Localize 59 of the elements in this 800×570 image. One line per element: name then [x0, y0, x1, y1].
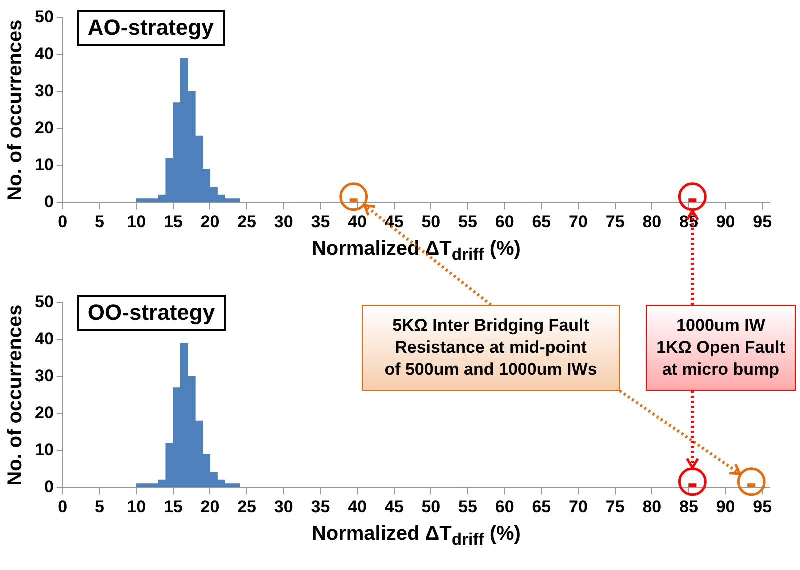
x-tick-label: 65 [532, 497, 552, 516]
y-axis-title: No. of occurrences [4, 304, 27, 486]
x-axis-title: Normalized ΔT$_{driff}$ (%) [310, 523, 522, 550]
x-tick-label: 75 [606, 497, 625, 516]
x-tick-label: 80 [642, 212, 662, 232]
x-tick-label: 55 [458, 497, 478, 516]
y-tick-label: 10 [34, 155, 54, 174]
x-tick-label: 60 [495, 497, 514, 516]
x-tick-label: 30 [274, 497, 294, 516]
x-tick-label: 70 [569, 497, 588, 516]
y-tick-label: 20 [34, 118, 54, 138]
x-tick-label: 35 [311, 497, 330, 516]
y-tick-label: 0 [44, 477, 54, 496]
y-tick-label: 50 [34, 8, 54, 27]
x-tick-label: 45 [384, 212, 404, 232]
y-axis-title: No. of occurrences [4, 20, 27, 201]
chart-title: AO-strategy [76, 10, 225, 46]
x-tick-label: 50 [422, 497, 441, 516]
x-tick-label: 25 [238, 212, 257, 232]
x-tick-label: 60 [495, 212, 514, 232]
x-tick-label: 30 [274, 212, 294, 232]
x-tick-label: 80 [642, 497, 662, 516]
annotation: 5KΩ Inter Bridging Fault Resistance at mid-point of 500um and 1000um IWs [362, 305, 620, 391]
x-tick-label: 5 [95, 212, 104, 232]
x-tick-label: 15 [164, 497, 183, 516]
chart-title: OO-strategy [76, 295, 226, 331]
x-tick-label: 90 [716, 497, 736, 516]
x-tick-label: 65 [532, 212, 552, 232]
x-tick-label: 0 [58, 497, 68, 516]
x-tick-label: 95 [753, 212, 772, 232]
y-tick-label: 40 [34, 330, 54, 349]
x-tick-label: 75 [606, 212, 625, 232]
y-tick-label: 10 [34, 440, 54, 460]
annotation: 1000um IW 1KΩ Open Fault at micro bump [646, 305, 796, 391]
y-tick-label: 30 [34, 82, 54, 101]
y-tick-label: 20 [34, 403, 54, 422]
x-axis-title: Normalized ΔT$_{driff}$ (%) [310, 238, 522, 265]
x-tick-label: 10 [127, 212, 146, 232]
x-tick-label: 50 [422, 212, 441, 232]
x-tick-label: 95 [753, 497, 772, 516]
x-tick-label: 5 [95, 497, 104, 516]
x-tick-label: 90 [716, 212, 736, 232]
x-tick-label: 0 [58, 212, 68, 232]
x-tick-label: 45 [384, 497, 404, 516]
x-tick-label: 40 [348, 497, 367, 516]
x-tick-label: 15 [164, 212, 183, 232]
x-tick-label: 85 [680, 497, 698, 516]
x-tick-label: 20 [200, 212, 220, 232]
x-tick-label: 35 [311, 212, 330, 232]
x-tick-label: 70 [569, 212, 588, 232]
y-tick-label: 0 [44, 192, 54, 212]
y-tick-label: 40 [34, 44, 54, 64]
x-tick-label: 10 [127, 497, 146, 516]
x-tick-label: 40 [348, 212, 367, 232]
x-tick-label: 55 [458, 212, 478, 232]
y-tick-label: 50 [34, 292, 54, 312]
x-tick-label: 20 [200, 497, 220, 516]
x-tick-label: 25 [238, 497, 257, 516]
y-tick-label: 30 [34, 366, 54, 386]
